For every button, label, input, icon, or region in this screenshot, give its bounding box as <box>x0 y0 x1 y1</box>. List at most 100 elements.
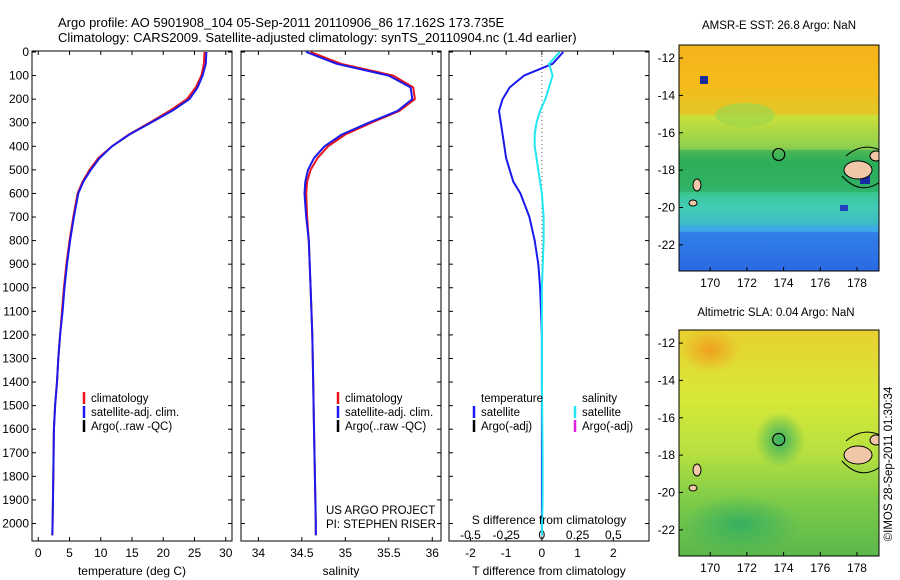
sst-map-title: AMSR-E SST: 26.8 Argo: NaN <box>702 20 856 32</box>
map-x-tick-label: 174 <box>774 561 794 575</box>
x-tick-label: 30 <box>219 546 233 560</box>
sla-map-image <box>679 330 879 556</box>
map-x-tick-label: 178 <box>847 561 867 575</box>
s-diff-tick-label: -0.25 <box>492 528 520 542</box>
x-tick-label: 0 <box>539 546 546 560</box>
depth-tick-label: 1400 <box>2 375 29 389</box>
depth-tick-label: 1700 <box>2 446 29 460</box>
depth-tick-label: 1800 <box>2 469 29 483</box>
x-tick-label: 34.5 <box>290 546 314 560</box>
depth-tick-label: 600 <box>9 186 29 200</box>
s-diff-tick-label: -0.5 <box>460 528 481 542</box>
difference-series <box>498 51 565 536</box>
legend-heading-temperature: temperature <box>481 393 543 405</box>
legend-label-satellite: satellite-adj. clim. <box>345 407 433 419</box>
sst-map-axes: 170 172 174 176 178 -12 -14 -16 -18 -20 -22 <box>658 51 868 290</box>
sst-argo-location-marker <box>772 147 786 162</box>
difference-xlabel: T difference from climatology <box>472 564 626 578</box>
map-y-tick-label: -14 <box>658 373 676 387</box>
legend-label-climatology: climatology <box>91 393 149 405</box>
x-tick-label: 1 <box>574 546 581 560</box>
depth-tick-label: 300 <box>9 116 29 130</box>
s-diff-tick-label: 0.5 <box>605 528 622 542</box>
x-tick-label: -2 <box>465 546 476 560</box>
project-annotation: US ARGO PROJECT <box>326 505 435 517</box>
series-line-satellite <box>303 51 414 536</box>
x-tick-label: 2 <box>610 546 617 560</box>
legend-label-t-argo: Argo(-adj) <box>481 421 532 433</box>
map-x-tick-label: 172 <box>737 561 757 575</box>
depth-tick-label: 1200 <box>2 328 29 342</box>
map-y-tick-label: -12 <box>658 51 676 65</box>
series-line-satellite <box>498 51 565 536</box>
depth-tick-label: 2000 <box>2 516 29 530</box>
s-diff-tick-label: 0.25 <box>566 528 590 542</box>
x-tick-label: -1 <box>501 546 512 560</box>
salinity-x-axis: 34 34.5 35 35.5 36 <box>252 51 439 560</box>
map-y-tick-label: -20 <box>658 200 676 214</box>
x-tick-label: 35 <box>339 546 353 560</box>
legend-label-s-argo: Argo(-adj) <box>582 421 633 433</box>
salinity-xlabel: salinity <box>323 564 360 578</box>
map-x-tick-label: 172 <box>737 276 757 290</box>
legend-heading-salinity: salinity <box>582 393 617 405</box>
map-y-tick-label: -18 <box>658 163 676 177</box>
map-y-tick-label: -22 <box>658 238 676 252</box>
x-tick-label: 20 <box>157 546 171 560</box>
x-tick-label: 10 <box>94 546 108 560</box>
x-tick-label: 25 <box>188 546 202 560</box>
legend-label-satellite: satellite-adj. clim. <box>91 407 179 419</box>
x-tick-label: 0 <box>35 546 42 560</box>
legend-label-argo: Argo(..raw -QC) <box>345 421 426 433</box>
salinity-panel-frame <box>240 50 442 542</box>
difference-legend-salinity: salinity satellite Argo(-adj) <box>573 393 633 433</box>
map-x-tick-label: 170 <box>700 561 720 575</box>
depth-tick-label: 500 <box>9 163 29 177</box>
temperature-legend: climatology satellite-adj. clim. Argo(..… <box>82 392 179 433</box>
difference-x-axis: -2 -1 0 1 2 <box>465 51 617 560</box>
sla-map-title: Altimetric SLA: 0.04 Argo: NaN <box>697 307 854 319</box>
depth-tick-label: 100 <box>9 69 29 83</box>
sla-map-frame <box>678 329 880 557</box>
depth-axis: 0 100 200 300 400 500 600 700 800 900 1000 1100 1200… <box>2 45 36 530</box>
sst-map-frame <box>678 44 880 272</box>
temperature-series <box>51 51 208 536</box>
depth-tick-label: 0 <box>22 45 29 59</box>
depth-tick-label: 700 <box>9 210 29 224</box>
temperature-x-axis: 0 5 10 15 20 25 30 <box>35 51 233 560</box>
depth-tick-label: 1600 <box>2 422 29 436</box>
pi-annotation: PI: STEPHEN RISER <box>326 519 436 531</box>
legend-label-t-satellite: satellite <box>481 407 520 419</box>
map-y-tick-label: -16 <box>658 126 676 140</box>
map-x-tick-label: 176 <box>810 276 830 290</box>
depth-tick-label: 200 <box>9 92 29 106</box>
series-line-salinity-satellite <box>533 51 561 536</box>
difference-panel-frame <box>448 50 650 542</box>
temperature-xlabel: temperature (deg C) <box>78 564 186 578</box>
x-tick-label: 35.5 <box>377 546 401 560</box>
difference-legend-temperature: temperature satellite Argo(-adj) <box>472 393 543 433</box>
x-tick-label: 15 <box>125 546 139 560</box>
depth-tick-label: 1000 <box>2 281 29 295</box>
header-line-1: Argo profile: AO 5901908_104 05-Sep-2011… <box>58 15 505 30</box>
imos-credit: ©IMOS 28-Sep-2011 01:30:34 <box>883 386 895 541</box>
depth-tick-label: 900 <box>9 257 29 271</box>
map-x-tick-label: 178 <box>847 276 867 290</box>
map-y-tick-label: -12 <box>658 336 676 350</box>
sla-argo-location-marker <box>772 432 786 447</box>
map-y-tick-label: -14 <box>658 88 676 102</box>
depth-tick-label: 1500 <box>2 399 29 413</box>
depth-ticks-inner <box>228 51 649 524</box>
series-line-satellite <box>51 51 208 536</box>
depth-tick-label: 400 <box>9 139 29 153</box>
difference-xlabel-top: S difference from climatology <box>472 513 627 527</box>
sst-map-image <box>679 45 879 271</box>
map-x-tick-label: 176 <box>810 561 830 575</box>
map-y-tick-label: -18 <box>658 448 676 462</box>
depth-tick-label: 800 <box>9 234 29 248</box>
legend-label-s-satellite: satellite <box>582 407 621 419</box>
temperature-panel-frame <box>31 50 233 542</box>
series-line-climatology <box>305 51 416 536</box>
header-line-2: Climatology: CARS2009. Satellite-adjuste… <box>58 30 577 45</box>
